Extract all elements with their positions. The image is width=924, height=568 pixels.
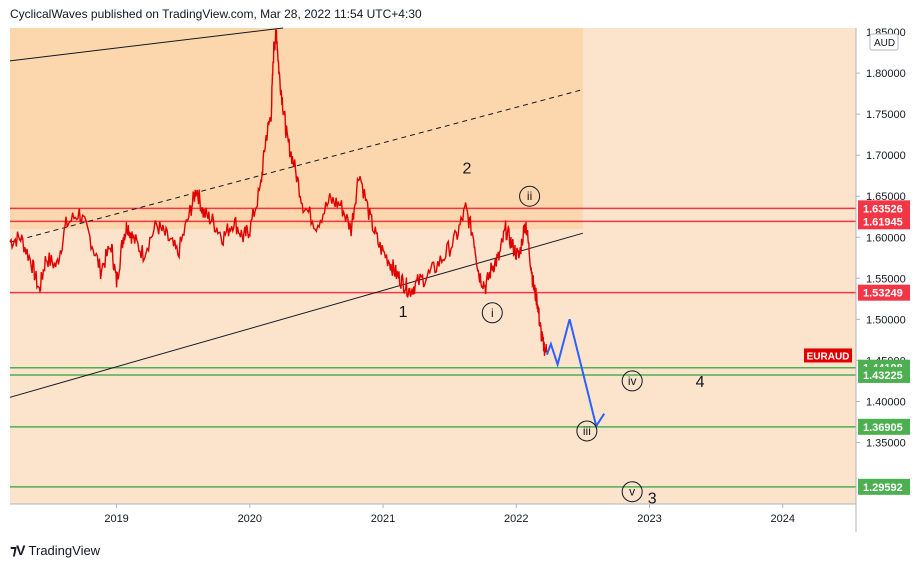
resistance-level-tag: [858, 213, 910, 230]
currency-badge: AUD: [869, 33, 899, 51]
currency-label: AUD: [874, 38, 895, 49]
tradingview-logo-icon[interactable]: ⁊V: [10, 542, 26, 558]
price-line: [9, 28, 548, 356]
wave-label: 3: [648, 490, 657, 507]
support-level-tag: [858, 418, 910, 435]
x-tick-label: 2024: [770, 513, 794, 525]
support-level-tag: [858, 366, 910, 383]
support-level-tag-label: 1.36905: [863, 422, 903, 434]
wave-label-circle: [621, 370, 643, 392]
resistance-level-tag: [858, 200, 910, 217]
y-tick-label: 1.40000: [866, 396, 906, 408]
symbol-tag-label: EURAUD: [807, 351, 850, 362]
price-series: [9, 28, 548, 356]
wave-label-circle: [576, 420, 598, 442]
resistance-level-tag-label: 1.61945: [863, 216, 903, 228]
x-tick-label: 2019: [104, 513, 128, 525]
y-tick-label: 1.65000: [866, 191, 906, 203]
y-tick-label: 1.75000: [866, 109, 906, 121]
support-level-tag-label: 1.43225: [863, 370, 903, 382]
price-axis[interactable]: 1.850001.800001.750001.700001.650001.600…: [856, 27, 906, 449]
symbol-tag: [804, 348, 852, 363]
footer-brand[interactable]: TradingView: [28, 543, 101, 558]
x-tick-label: 2023: [637, 513, 661, 525]
wave-label-circle: [481, 302, 503, 324]
y-tick-label: 1.35000: [866, 437, 906, 449]
forecast-path: [545, 319, 606, 429]
wave-label: 2: [463, 161, 472, 178]
wave-label: 4: [696, 374, 705, 391]
channel-line-lower: [9, 232, 584, 398]
forecast-line: [545, 319, 606, 429]
y-tick-label: 1.80000: [866, 68, 906, 80]
time-axis[interactable]: 2019 2020 2021 2022 2023 2024: [104, 504, 795, 525]
wave-label-circle: [519, 185, 541, 207]
wave-label: v: [629, 485, 635, 499]
channel-lines: [9, 27, 584, 398]
resistance-level-tag-label: 1.53249: [863, 288, 903, 300]
x-tick-label: 2021: [371, 513, 395, 525]
currency-badge-box: [869, 33, 899, 51]
y-tick-label: 1.55000: [866, 273, 906, 285]
y-tick-label: 1.60000: [866, 232, 906, 244]
wave-label-circle: [621, 481, 643, 503]
x-tick-label: 2020: [238, 513, 262, 525]
publish-info: CyclicalWaves published on TradingView.c…: [10, 7, 422, 21]
channel-line-upper: [9, 27, 284, 62]
support-level-tag: [858, 478, 910, 495]
wave-label: iii: [583, 424, 591, 438]
resistance-level-tag: [858, 284, 910, 301]
y-tick-label: 1.70000: [866, 150, 906, 162]
projection-zone: [10, 28, 583, 230]
wave-label: iv: [628, 374, 637, 388]
wave-label: ii: [527, 189, 532, 203]
support-level-tag-label: 1.29592: [863, 482, 903, 494]
wave-label: i: [491, 306, 494, 320]
footer: ⁊V TradingView: [10, 542, 100, 559]
resistance-level-tag-label: 1.63526: [863, 203, 903, 215]
wave-label: 1: [399, 304, 408, 321]
x-tick-label: 2022: [504, 513, 528, 525]
price-levels: [10, 207, 856, 488]
price-tags: 1.635261.619451.532491.441081.432251.369…: [804, 200, 910, 495]
y-tick-label: 1.50000: [866, 314, 906, 326]
